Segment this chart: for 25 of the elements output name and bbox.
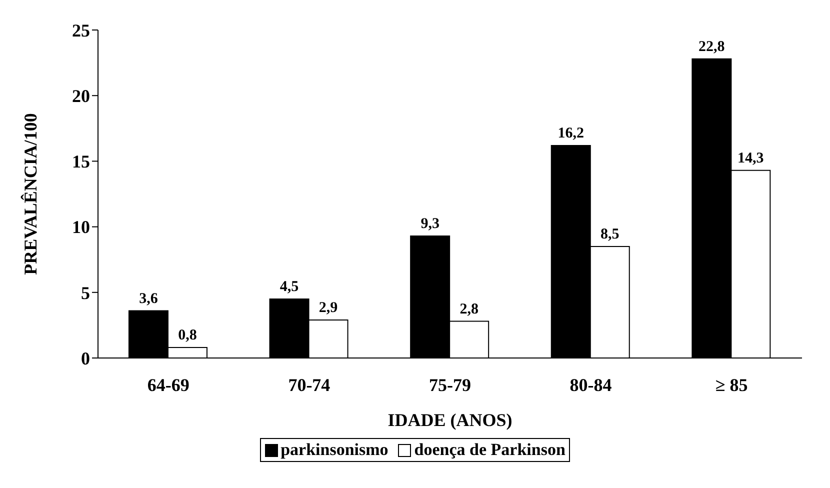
- data-label: 14,3: [738, 150, 764, 166]
- data-label: 2,8: [460, 301, 478, 318]
- y-tick-label: 0: [81, 348, 90, 368]
- data-label: 16,2: [558, 125, 584, 142]
- x-tick-label: 64-69: [147, 374, 190, 395]
- data-label: 0,8: [178, 328, 197, 344]
- x-tick-label: 75-79: [429, 374, 471, 395]
- legend-label: doença de Parkinson: [413, 440, 566, 460]
- x-tick-label: 80-84: [570, 374, 612, 395]
- data-label: 8,5: [600, 226, 620, 242]
- data-label: 4,5: [280, 278, 299, 295]
- y-tick-label: 20: [72, 86, 90, 106]
- x-axis-title: IDADE (ANOS): [388, 410, 512, 430]
- y-tick-label: 5: [81, 282, 90, 303]
- legend-label: parkinsonismo: [280, 440, 388, 460]
- x-tick-label: ≥ 85: [715, 374, 748, 395]
- y-axis-title: PREVALÊNCIA/100: [20, 113, 40, 275]
- x-tick-label: 70-74: [288, 374, 330, 395]
- data-label: 22,8: [698, 38, 725, 55]
- data-label: 2,9: [318, 300, 338, 316]
- data-label: 9,3: [420, 216, 440, 232]
- y-tick-label: 25: [72, 20, 90, 40]
- y-tick-label: 10: [72, 217, 90, 238]
- y-tick-label: 15: [72, 152, 90, 172]
- data-label: 3,6: [139, 290, 158, 307]
